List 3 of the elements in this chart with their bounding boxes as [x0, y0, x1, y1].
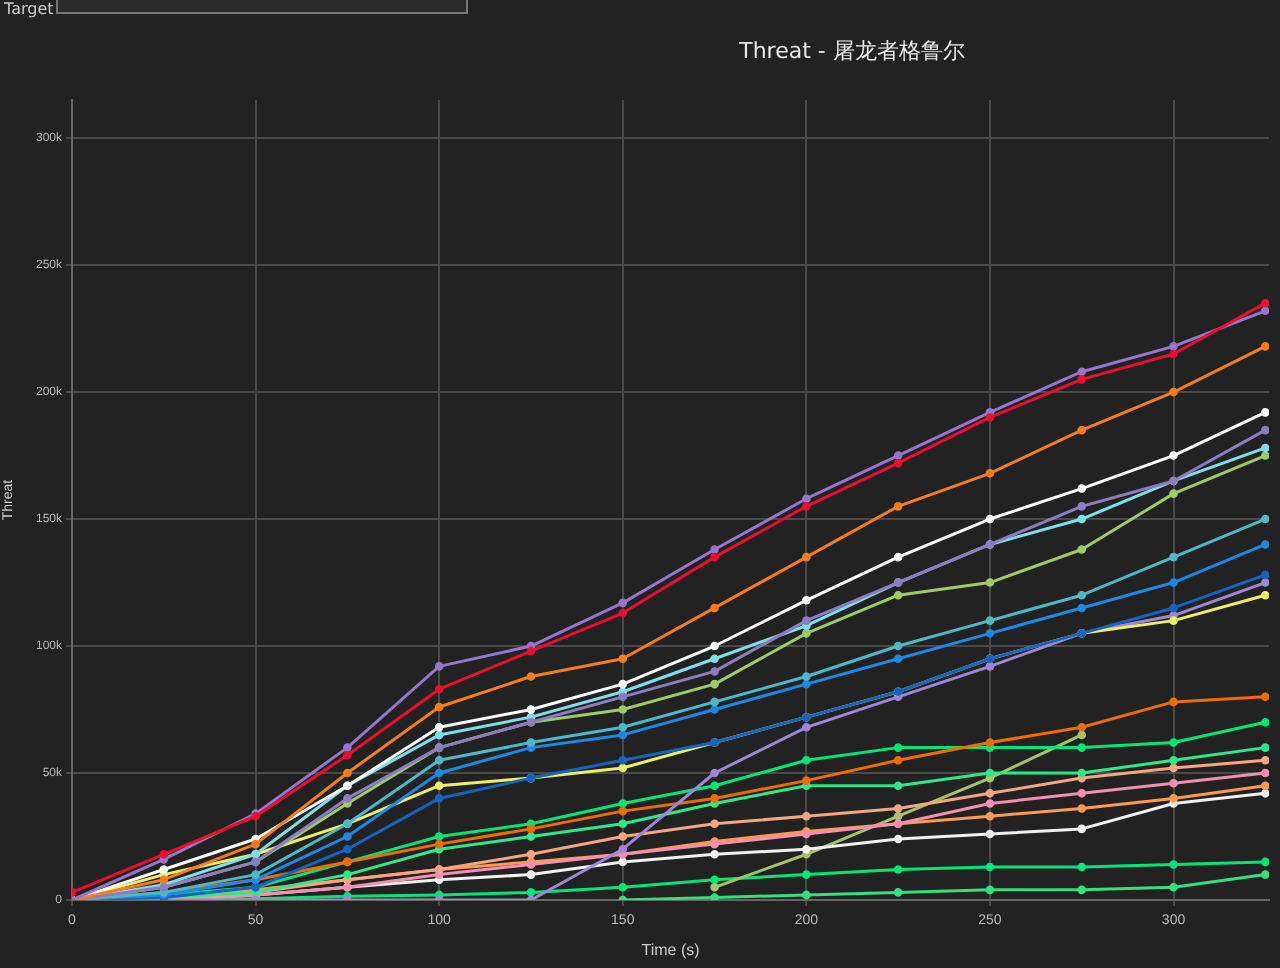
text: Target — [4, 0, 54, 18]
chart-title: Threat - 屠龙者格鲁尔 — [737, 36, 967, 66]
x-axis-title: Time (s) — [641, 940, 701, 959]
